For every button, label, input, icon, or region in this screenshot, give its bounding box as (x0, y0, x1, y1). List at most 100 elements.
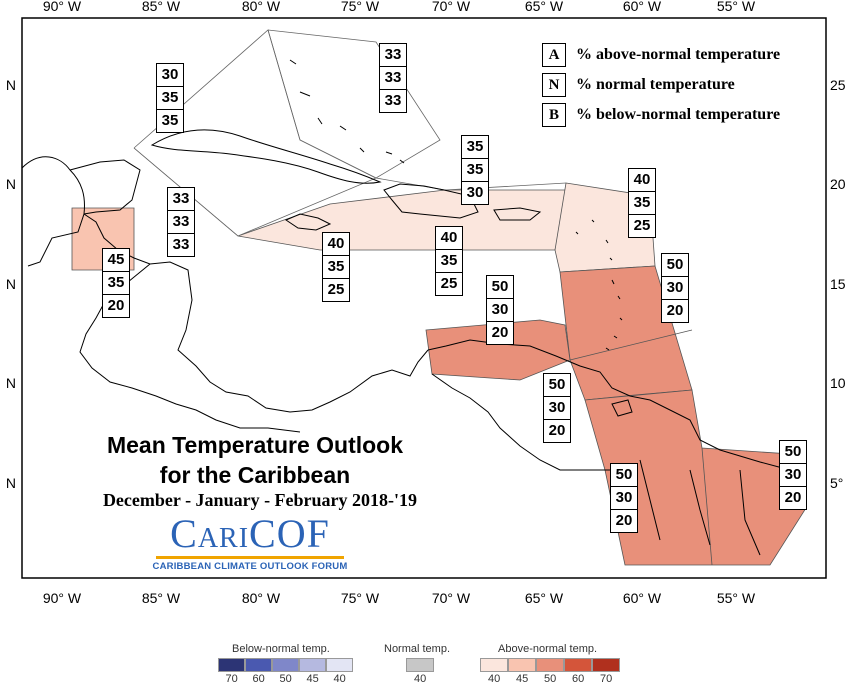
latitude-ticks-right: 25 20 15 10 5° (830, 77, 845, 491)
logo-text: CariCOF (170, 511, 330, 556)
prob-above: 40 (440, 229, 458, 246)
prob-below: 25 (436, 272, 462, 295)
prob-above: 50 (615, 466, 633, 483)
swatch-normal (406, 658, 434, 672)
swatch-above-label: 45 (516, 673, 529, 685)
prob-below: 33 (168, 233, 194, 256)
prob-above: 40 (633, 171, 651, 188)
prob-box-bahamas: 33 33 33 (379, 43, 407, 113)
prob-normal: 30 (487, 298, 513, 321)
swatch-above (564, 658, 592, 672)
prob-below: 20 (544, 419, 570, 442)
prob-normal: 33 (380, 66, 406, 89)
latitude-tick-label: N (6, 475, 16, 491)
prob-normal: 35 (323, 255, 349, 278)
prob-box-belize: 45 35 20 (102, 248, 130, 318)
map-title-line2: for the Caribbean (159, 462, 351, 488)
swatch-above-label: 50 (544, 673, 557, 685)
longitude-tick-label: 85° W (142, 590, 181, 606)
prob-above: 33 (384, 46, 402, 63)
scale-title-above: Above-normal temp. (498, 643, 598, 655)
swatch-below-label: 45 (306, 673, 319, 685)
scale-title-below: Below-normal temp. (232, 643, 330, 655)
prob-normal: 30 (611, 486, 637, 509)
latitude-tick-label: N (6, 77, 16, 93)
swatch-below (272, 658, 299, 672)
swatch-below-label: 50 (279, 673, 292, 685)
map-period: December - January - February 2018-'19 (102, 490, 418, 510)
longitude-tick-label: 60° W (623, 590, 662, 606)
longitude-tick-label: 55° W (717, 590, 756, 606)
prob-below: 30 (462, 181, 488, 204)
logo-subtitle: CARIBBEAN CLIMATE OUTLOOK FORUM (152, 561, 348, 572)
map-title: Mean Temperature Outlook for the Caribbe… (60, 430, 450, 490)
longitude-tick-label: 75° W (341, 590, 380, 606)
latitude-tick-label: N (6, 375, 16, 391)
prob-above: 30 (161, 66, 179, 83)
prob-box-windward-islands: 50 30 20 (661, 253, 689, 323)
legend-text-normal: % normal temperature (576, 76, 735, 93)
prob-box-hispaniola-pr: 40 35 25 (435, 226, 463, 296)
prob-above: 33 (172, 190, 190, 207)
swatch-above-label: 70 (600, 673, 613, 685)
longitude-tick-label: 80° W (242, 0, 281, 14)
prob-box-suriname-guiana: 50 30 20 (779, 440, 807, 510)
prob-below: 20 (662, 299, 688, 322)
longitude-tick-label: 55° W (717, 0, 756, 14)
latitude-tick-label: N (6, 176, 16, 192)
legend-key-above: A (542, 43, 566, 67)
prob-normal: 35 (462, 158, 488, 181)
longitude-ticks-bottom: 90° W 85° W 80° W 75° W 70° W 65° W 60° W 55° W (43, 590, 756, 606)
swatch-above (480, 658, 508, 672)
prob-normal: 30 (544, 396, 570, 419)
prob-below: 33 (380, 89, 406, 112)
longitude-tick-label: 85° W (142, 0, 181, 14)
prob-below: 35 (157, 109, 183, 132)
prob-normal: 35 (157, 86, 183, 109)
prob-box-abc-islands: 50 30 20 (486, 275, 514, 345)
map-title-line1: Mean Temperature Outlook (106, 432, 404, 458)
logo-underline (156, 556, 344, 559)
prob-below: 20 (103, 294, 129, 317)
map-legend: A % above-normal temperature N % normal … (542, 40, 812, 130)
legend-text-below: % below-normal temperature (576, 106, 781, 123)
latitude-tick-label: 25 (830, 77, 845, 93)
prob-below: 20 (611, 509, 637, 532)
latitude-ticks-left: N N N N N (6, 77, 16, 491)
prob-box-gulf-cuba-west: 30 35 35 (156, 63, 184, 133)
swatch-below (245, 658, 272, 672)
longitude-tick-label: 65° W (525, 0, 564, 14)
prob-box-western-caribbean: 33 33 33 (167, 187, 195, 257)
swatch-below (326, 658, 353, 672)
legend-key-normal: N (542, 73, 566, 97)
swatch-below (218, 658, 245, 672)
swatch-above (508, 658, 536, 672)
prob-normal: 35 (436, 249, 462, 272)
longitude-tick-label: 75° W (341, 0, 380, 14)
prob-box-leeward-islands: 40 35 25 (628, 168, 656, 238)
prob-below: 20 (780, 486, 806, 509)
caricof-logo: CariCOF CARIBBEAN CLIMATE OUTLOOK FORUM (150, 511, 350, 573)
prob-below: 25 (323, 278, 349, 301)
longitude-tick-label: 90° W (43, 0, 82, 14)
prob-above: 45 (107, 251, 125, 268)
prob-box-trinidad: 50 30 20 (543, 373, 571, 443)
prob-above: 50 (666, 256, 684, 273)
longitude-tick-label: 65° W (525, 590, 564, 606)
latitude-tick-label: N (6, 276, 16, 292)
legend-row-above: A % above-normal temperature (542, 40, 812, 70)
prob-normal: 33 (168, 210, 194, 233)
swatch-below (299, 658, 326, 672)
prob-normal: 35 (103, 271, 129, 294)
swatch-below-label: 40 (333, 673, 346, 685)
prob-normal: 30 (780, 463, 806, 486)
prob-below: 25 (629, 214, 655, 237)
latitude-tick-label: 20 (830, 176, 845, 192)
prob-box-turks-caicos: 35 35 30 (461, 135, 489, 205)
region-abc (425, 319, 571, 381)
longitude-tick-label: 90° W (43, 590, 82, 606)
latitude-tick-label: 10 (830, 375, 845, 391)
longitude-tick-label: 70° W (432, 0, 471, 14)
swatch-above (592, 658, 620, 672)
